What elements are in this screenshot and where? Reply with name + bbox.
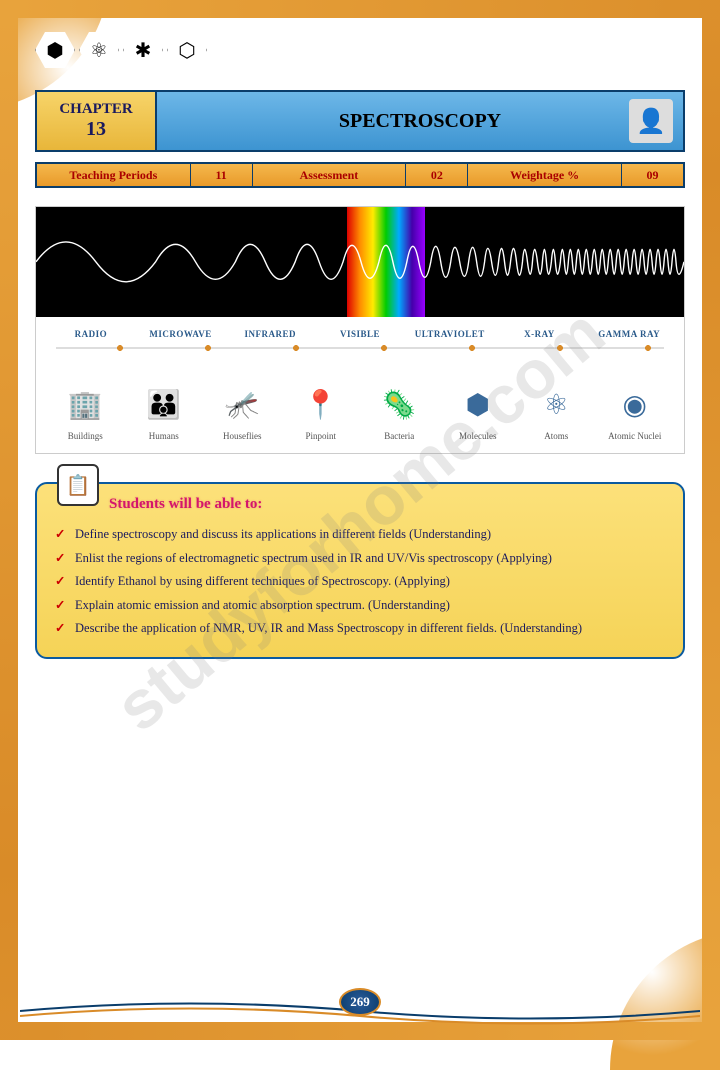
molecule-icon: ⬢: [35, 30, 75, 70]
scale-label: Houseflies: [203, 431, 282, 441]
spectrum-diagram: RADIO MICROWAVE INFRARED VISIBLE ULTRAVI…: [35, 206, 685, 454]
objectives-title: Students will be able to:: [109, 496, 667, 513]
objective-item: Identify Ethanol by using different tech…: [53, 570, 667, 594]
chapter-header: CHAPTER 13 SPECTROSCOPY 👤: [35, 90, 685, 152]
scale-item: 🦠 Bacteria: [360, 385, 439, 441]
scale-item: ⚛ Atoms: [517, 385, 596, 441]
dot-connector-line: [56, 347, 664, 349]
objective-item: Describe the application of NMR, UV, IR …: [53, 617, 667, 641]
weightage-value: 09: [622, 164, 683, 186]
objectives-box: 📋 Students will be able to: Define spect…: [35, 482, 685, 659]
atom-icon: ⚛: [79, 30, 119, 70]
chain-icon: ⬡: [167, 30, 207, 70]
assessment-label: Assessment: [253, 164, 407, 186]
scale-item: ⬢ Molecules: [439, 385, 518, 441]
page-number: 269: [339, 988, 381, 1016]
scale-icon: 👪: [125, 385, 204, 425]
band-label: GAMMA RAY: [584, 329, 674, 339]
scale-icon: 🦟: [203, 385, 282, 425]
scale-label: Buildings: [46, 431, 125, 441]
scale-icon: 🏢: [46, 385, 125, 425]
band-label: VISIBLE: [315, 329, 405, 339]
scale-label: Bacteria: [360, 431, 439, 441]
page-content: ⬢ ⚛ ✱ ⬡ CHAPTER 13 SPECTROSCOPY 👤 Teachi…: [0, 0, 720, 709]
chapter-number-box: CHAPTER 13: [37, 92, 157, 150]
header-icon-row: ⬢ ⚛ ✱ ⬡: [35, 30, 685, 70]
band-label: X-RAY: [495, 329, 585, 339]
info-bar: Teaching Periods 11 Assessment 02 Weight…: [35, 162, 685, 188]
scale-icon: 🦠: [360, 385, 439, 425]
scale-icon: ⚛: [517, 385, 596, 425]
band-labels-row: RADIO MICROWAVE INFRARED VISIBLE ULTRAVI…: [36, 317, 684, 347]
objective-item: Define spectroscopy and discuss its appl…: [53, 523, 667, 547]
chapter-number: 13: [86, 118, 106, 141]
scale-item: ◉ Atomic Nuclei: [596, 385, 675, 441]
scale-label: Atomic Nuclei: [596, 431, 675, 441]
checklist-icon: 📋: [57, 464, 99, 506]
chapter-title: SPECTROSCOPY: [339, 110, 501, 133]
assessment-value: 02: [406, 164, 468, 186]
scale-label: Pinpoint: [282, 431, 361, 441]
chapter-label: CHAPTER: [59, 101, 132, 118]
weightage-label: Weightage %: [468, 164, 622, 186]
band-label: INFRARED: [225, 329, 315, 339]
scale-item: 👪 Humans: [125, 385, 204, 441]
scale-item: 📍 Pinpoint: [282, 385, 361, 441]
scale-label: Molecules: [439, 431, 518, 441]
scale-icon: ⬢: [439, 385, 518, 425]
band-label: RADIO: [46, 329, 136, 339]
objective-item: Enlist the regions of electromagnetic sp…: [53, 547, 667, 571]
scale-comparison-row: 🏢 Buildings👪 Humans 🦟 Houseflies📍 Pinpoint 🦠 Ba…: [36, 355, 684, 453]
scale-icon: ◉: [596, 385, 675, 425]
wave-strip: [36, 207, 684, 317]
band-label: ULTRAVIOLET: [405, 329, 495, 339]
wave-curve: [36, 207, 684, 317]
scale-icon: 📍: [282, 385, 361, 425]
objective-item: Explain atomic emission and atomic absor…: [53, 594, 667, 618]
scale-label: Humans: [125, 431, 204, 441]
periods-value: 11: [191, 164, 253, 186]
network-icon: ✱: [123, 30, 163, 70]
chapter-title-box: SPECTROSCOPY 👤: [157, 92, 683, 150]
periods-label: Teaching Periods: [37, 164, 191, 186]
scale-item: 🦟 Houseflies: [203, 385, 282, 441]
reader-icon: 👤: [629, 99, 673, 143]
band-label: MICROWAVE: [136, 329, 226, 339]
scale-label: Atoms: [517, 431, 596, 441]
objectives-list: Define spectroscopy and discuss its appl…: [53, 523, 667, 641]
scale-item: 🏢 Buildings: [46, 385, 125, 441]
